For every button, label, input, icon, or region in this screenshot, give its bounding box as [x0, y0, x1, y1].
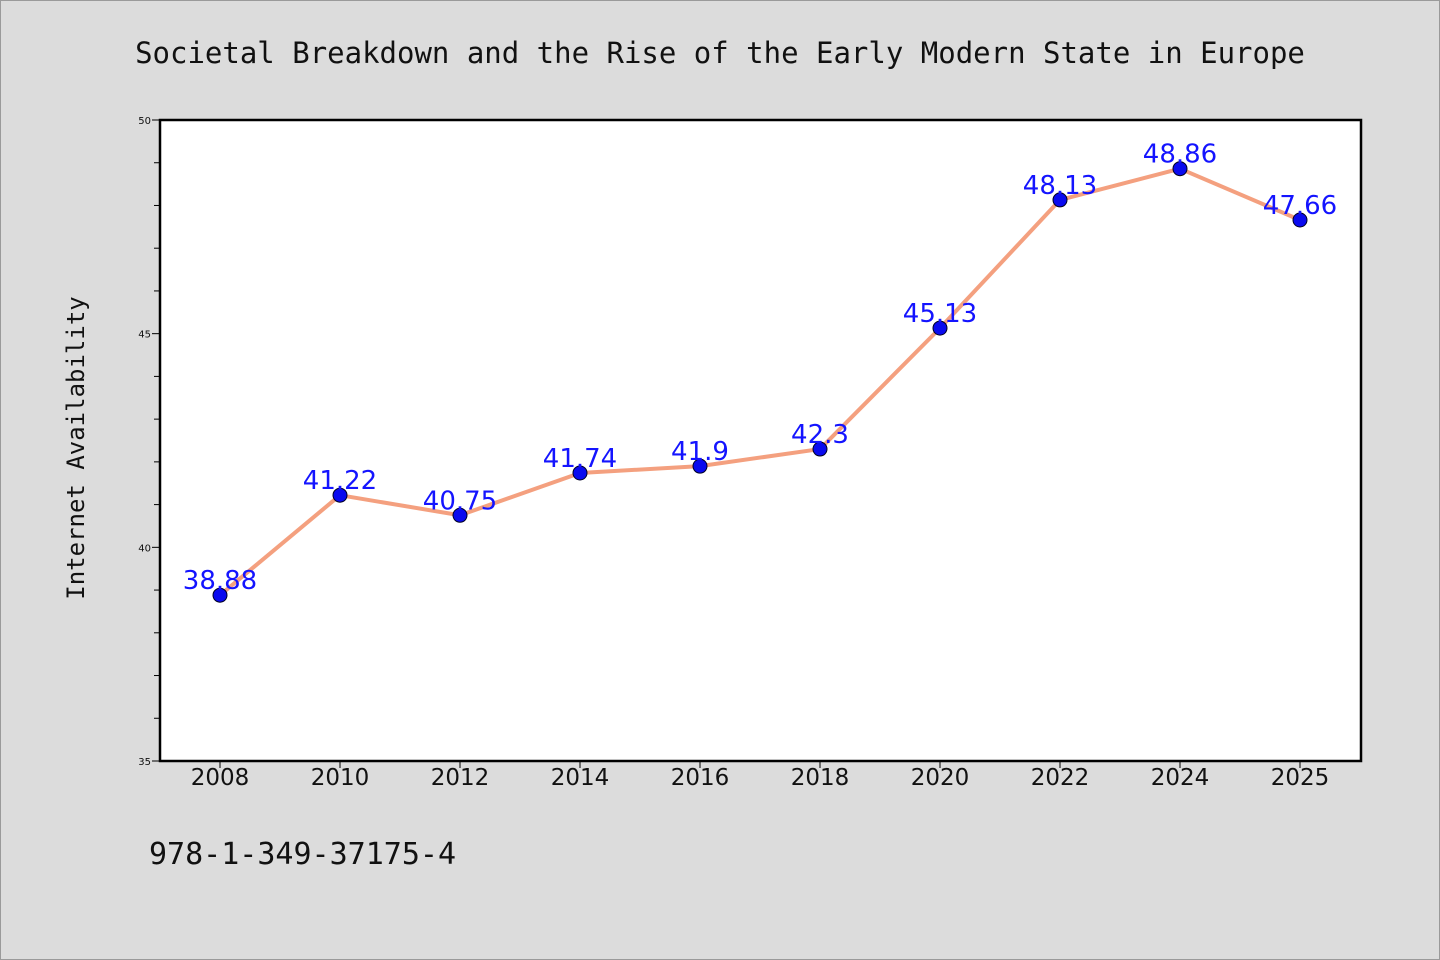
x-tick-label: 2022: [1031, 765, 1090, 791]
data-point: [572, 465, 588, 481]
data-label: 47.66: [1263, 191, 1337, 221]
x-tick-label: 2010: [311, 765, 370, 791]
series-line: [218, 166, 1301, 597]
data-label: 48.86: [1143, 140, 1217, 170]
x-tick-label: 2025: [1271, 765, 1330, 791]
isbn-text: 978-1-349-37175-4: [149, 837, 456, 872]
data-label: 48.13: [1023, 171, 1097, 201]
x-tick-label: 2016: [671, 765, 730, 791]
data-label: 45.13: [903, 299, 977, 329]
data-point: [932, 320, 948, 336]
x-tick-label: 2012: [431, 765, 490, 791]
y-axis-label: Internet Availability: [62, 296, 90, 599]
data-point: [212, 587, 228, 603]
data-label: 42.3: [791, 420, 849, 450]
x-tick-label: 2018: [791, 765, 850, 791]
data-label: 41.74: [543, 444, 617, 474]
data-label: 40.75: [423, 486, 497, 516]
y-tick-label: 50: [138, 116, 151, 127]
data-point: [1052, 192, 1068, 208]
y-tick-label: 45: [138, 330, 151, 341]
data-label: 41.22: [303, 466, 377, 496]
x-tick-label: 2020: [911, 765, 970, 791]
x-tick-label: 2008: [191, 765, 250, 791]
data-point: [452, 507, 468, 523]
plot-area: [158, 118, 1363, 763]
x-tick-label: 2014: [551, 765, 610, 791]
data-label: 41.9: [671, 437, 729, 467]
y-tick-label: 35: [138, 757, 151, 768]
y-tick-label: 40: [138, 543, 151, 554]
data-point: [812, 441, 828, 457]
data-label: 38.88: [183, 566, 257, 596]
data-point: [332, 487, 348, 503]
data-point: [1172, 161, 1188, 177]
chart-title: Societal Breakdown and the Rise of the E…: [135, 36, 1305, 70]
x-tick-label: 2024: [1151, 765, 1210, 791]
data-point: [1292, 212, 1308, 228]
data-point: [692, 458, 708, 474]
